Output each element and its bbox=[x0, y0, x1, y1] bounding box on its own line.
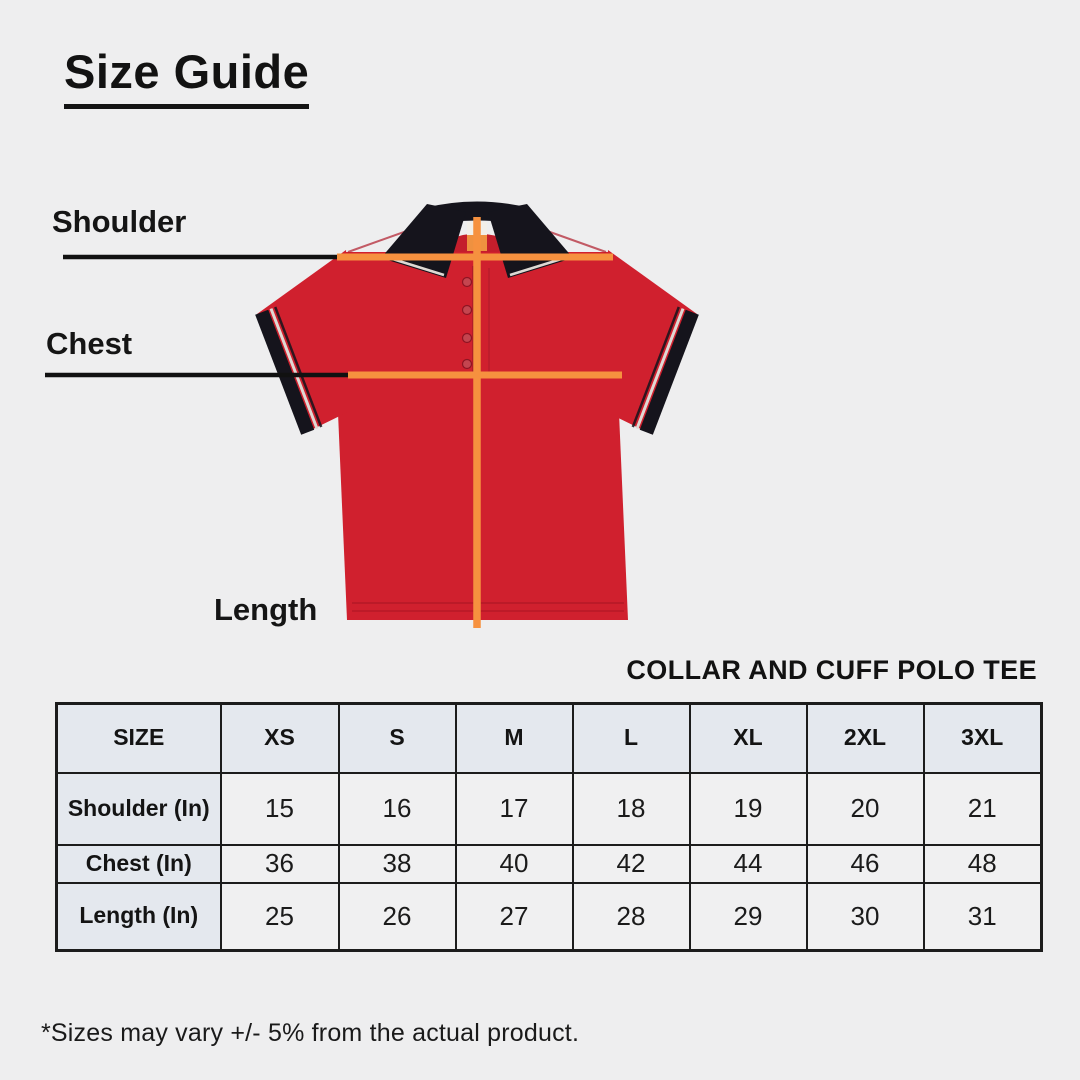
left-cuff-band bbox=[255, 309, 315, 435]
chest-l: 42 bbox=[571, 843, 691, 884]
right-cuff-stripe-2 bbox=[631, 306, 680, 428]
row-label-shoulder: Shoulder (In) bbox=[55, 771, 222, 846]
left-cuff-stripe bbox=[269, 308, 319, 430]
header-cell-xl: XL bbox=[688, 702, 808, 774]
chest-2xl: 46 bbox=[805, 843, 925, 884]
length-3xl: 31 bbox=[922, 881, 1043, 952]
shirt-left-sleeve bbox=[257, 250, 354, 434]
shoulder-3xl: 21 bbox=[922, 771, 1043, 846]
shoulder-s: 16 bbox=[337, 771, 457, 846]
shoulder-label: Shoulder bbox=[52, 204, 187, 239]
chest-m: 40 bbox=[454, 843, 574, 884]
chest-xl: 44 bbox=[688, 843, 808, 884]
shoulder-xl: 19 bbox=[688, 771, 808, 846]
shoulder-l: 18 bbox=[571, 771, 691, 846]
length-row: Length (In) 25 26 27 28 29 30 31 bbox=[55, 881, 1043, 952]
right-cuff-stripe bbox=[635, 308, 685, 430]
header-cell-size: SIZE bbox=[55, 702, 222, 774]
header-cell-l: L bbox=[571, 702, 691, 774]
header-cell-2xl: 2XL bbox=[805, 702, 925, 774]
shoulder-m: 17 bbox=[454, 771, 574, 846]
length-xl: 29 bbox=[688, 881, 808, 952]
left-cuff-stripe-2 bbox=[274, 306, 323, 428]
chest-label: Chest bbox=[46, 326, 133, 361]
shoulder-row: Shoulder (In) 15 16 17 18 19 20 21 bbox=[55, 771, 1043, 846]
length-label: Length bbox=[214, 592, 318, 627]
right-cuff-band bbox=[639, 309, 699, 435]
shoulder-xs: 15 bbox=[219, 771, 340, 846]
header-cell-s: S bbox=[337, 702, 457, 774]
chest-xs: 36 bbox=[219, 843, 340, 884]
length-m: 27 bbox=[454, 881, 574, 952]
polo-shirt-diagram bbox=[45, 201, 699, 628]
chest-3xl: 48 bbox=[922, 843, 1043, 884]
length-s: 26 bbox=[337, 881, 457, 952]
length-l: 28 bbox=[571, 881, 691, 952]
shirt-right-sleeve bbox=[600, 250, 697, 434]
header-cell-xs: XS bbox=[219, 702, 340, 774]
disclaimer-text: *Sizes may vary +/- 5% from the actual p… bbox=[41, 1019, 580, 1047]
page-title-text: Size Guide bbox=[64, 44, 310, 109]
shoulder-2xl: 20 bbox=[805, 771, 925, 846]
length-2xl: 30 bbox=[805, 881, 925, 952]
chest-row: Chest (In) 36 38 40 42 44 46 48 bbox=[55, 843, 1043, 884]
size-table-header-row: SIZE XS S M L XL 2XL 3XL bbox=[55, 702, 1043, 774]
header-cell-3xl: 3XL bbox=[922, 702, 1043, 774]
product-title: COLLAR AND CUFF POLO TEE bbox=[626, 655, 1037, 685]
button-2 bbox=[461, 304, 473, 316]
page-title: Size Guide bbox=[64, 44, 310, 109]
size-table: SIZE XS S M L XL 2XL 3XL Shoulder (In) 1… bbox=[55, 702, 1043, 952]
button-3 bbox=[461, 332, 473, 344]
length-xs: 25 bbox=[219, 881, 340, 952]
button-4 bbox=[461, 358, 473, 370]
chest-s: 38 bbox=[337, 843, 457, 884]
button-1 bbox=[461, 276, 473, 288]
shirt-body bbox=[337, 252, 628, 620]
header-cell-m: M bbox=[454, 702, 574, 774]
polo-shirt-illustration bbox=[255, 201, 699, 620]
row-label-length: Length (In) bbox=[55, 881, 222, 952]
row-label-chest: Chest (In) bbox=[55, 843, 222, 884]
